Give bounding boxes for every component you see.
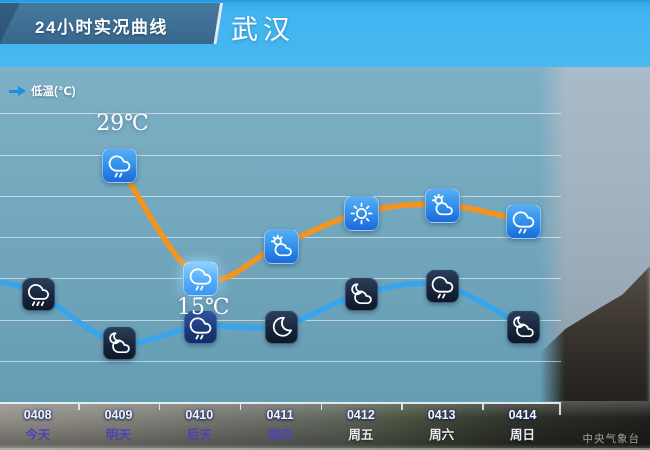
weather-icon-cloudy-night: [345, 278, 379, 312]
date-label: 0409: [104, 408, 133, 422]
weather-icon-sunny: [344, 196, 380, 232]
weather-icon-partly-cloudy-day: [425, 188, 461, 224]
weather-icon-clear-night: [264, 310, 298, 344]
dayname-label: 周四: [267, 428, 293, 442]
weather-icon-rain: [426, 270, 460, 304]
weather-icon-rain: [183, 310, 217, 344]
dayname-label: 后天: [186, 428, 212, 442]
date-column-0409: 0409 明天: [79, 408, 159, 443]
axis-tick: [401, 404, 403, 410]
date-label: 0410: [185, 408, 214, 422]
legend-low-temperature[interactable]: 低温(℃): [9, 83, 76, 99]
axis-tick: [158, 404, 161, 410]
axis-tick: [78, 404, 80, 410]
date-column-0414: 0414 周日: [483, 408, 563, 443]
weather-icon-partly-cloudy-day: [263, 228, 299, 264]
day-high-curve: [115, 161, 526, 284]
header: 24小时实况曲线 武汉: [0, 0, 650, 67]
axis-tick: [239, 404, 242, 410]
photo-bottom-strip: [0, 401, 650, 450]
date-column-0412: 0412 周五: [321, 408, 401, 443]
x-axis: 0408 今天 0409 明天 0410 后天 0411 周四 0412 周五 0413 周六 0414…: [0, 402, 650, 450]
weather-icon-rain: [102, 147, 137, 183]
axis-line: [0, 402, 561, 404]
bottom-edge-line: [0, 448, 650, 450]
axis-end-tick: [559, 404, 561, 415]
weather-icon-rain: [506, 204, 541, 240]
dayname-label: 明天: [105, 428, 131, 442]
city-title: 武汉: [231, 15, 295, 46]
axis-tick: [482, 404, 484, 410]
dayname-label: 周五: [348, 428, 374, 442]
watermark: 中央气象台: [582, 433, 640, 445]
date-label: 0408: [23, 408, 52, 422]
weather-icon-cloudy-night: [507, 310, 540, 344]
banner-corner-decoration: [0, 3, 20, 43]
date-column-0408: 0408 今天: [0, 408, 78, 443]
weather-icon-cloudy-night: [103, 326, 136, 360]
gridline: [0, 278, 561, 279]
gridline: [0, 113, 561, 114]
chart-panel: 29℃ 15℃ 低温(℃): [0, 67, 650, 403]
dayname-label: 周日: [509, 428, 535, 442]
date-label: 0412: [346, 408, 375, 422]
dayname-label: 周六: [429, 428, 455, 442]
top-edge-line: [0, 0, 650, 2]
gridline: [0, 361, 561, 362]
temperature-curves: [0, 161, 526, 346]
date-column-0413: 0413 周六: [402, 408, 482, 443]
date-column-0411: 0411 周四: [240, 408, 320, 443]
weather-icon-rain: [182, 261, 218, 296]
date-label: 0411: [266, 408, 294, 422]
date-label: 0414: [508, 408, 537, 422]
gridline: [0, 155, 561, 156]
date-column-0410: 0410 后天: [159, 408, 239, 443]
tab-title[interactable]: 24小时实况曲线: [35, 18, 168, 37]
gridline: [0, 196, 561, 197]
dayname-label: 今天: [25, 428, 51, 442]
date-label: 0413: [427, 408, 456, 422]
axis-tick: [320, 404, 322, 410]
legend-label: 低温(℃): [31, 86, 76, 98]
weather-icon-heavy-rain: [22, 278, 56, 312]
line-arrow-marker-icon: [9, 85, 26, 97]
